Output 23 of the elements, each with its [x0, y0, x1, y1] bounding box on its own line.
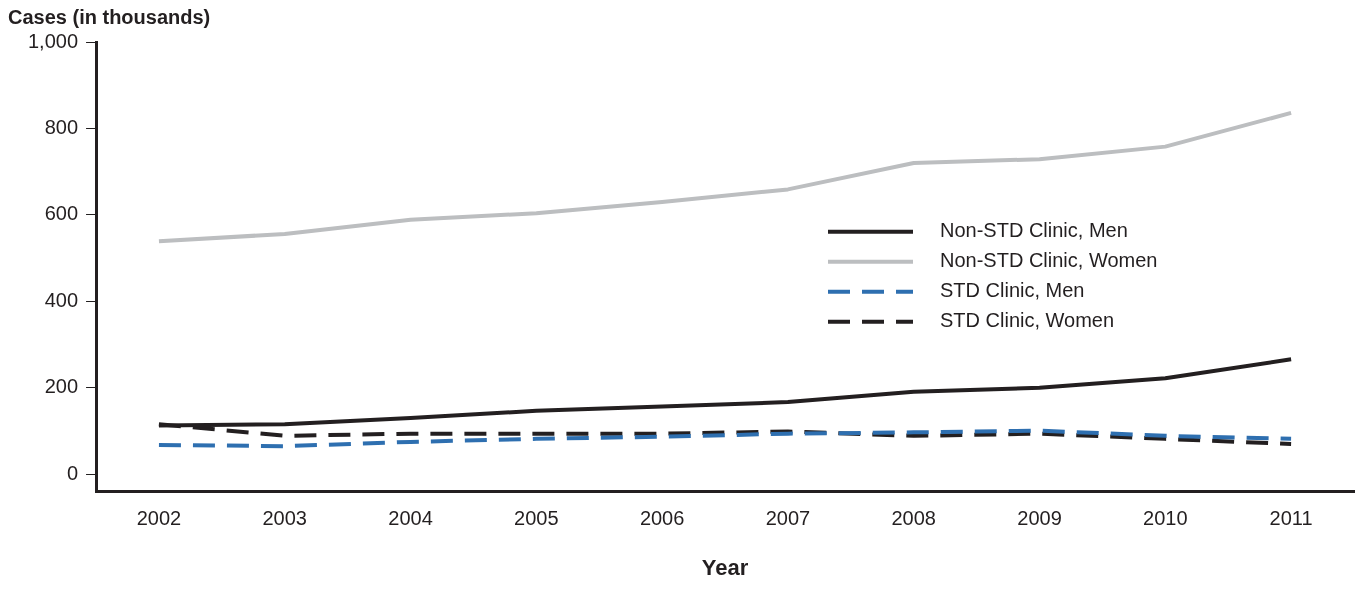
y-tick-label: 600	[44, 202, 79, 225]
x-tick-label: 2009	[1017, 507, 1062, 530]
y-tick-label: 0	[66, 461, 79, 484]
y-tick-label: 1,000	[27, 29, 79, 52]
x-tick-label: 2008	[891, 507, 936, 530]
legend-label: STD Clinic, Men	[940, 279, 1085, 302]
y-tick-label: 200	[44, 375, 79, 398]
x-tick-label: 2003	[262, 507, 307, 530]
y-tick-label: 400	[44, 288, 79, 311]
x-axis-title: Year	[701, 554, 749, 580]
x-tick-label: 2010	[1143, 507, 1188, 530]
x-tick-label: 2005	[514, 507, 559, 530]
x-tick-label: 2007	[765, 507, 811, 530]
x-tick-label: 2002	[136, 507, 182, 530]
x-tick-label: 2006	[639, 507, 685, 530]
y-tick-label: 800	[44, 115, 79, 138]
line-series	[156, 428, 1294, 449]
y-axis-title: Cases (in thousands)	[8, 5, 211, 28]
x-tick-label: 2011	[1269, 507, 1313, 530]
x-tick-label: 2004	[388, 507, 433, 530]
legend-label: Non-STD Clinic, Women	[940, 249, 1158, 272]
legend-label: Non-STD Clinic, Men	[940, 219, 1128, 242]
legend-label: STD Clinic, Women	[940, 309, 1115, 332]
